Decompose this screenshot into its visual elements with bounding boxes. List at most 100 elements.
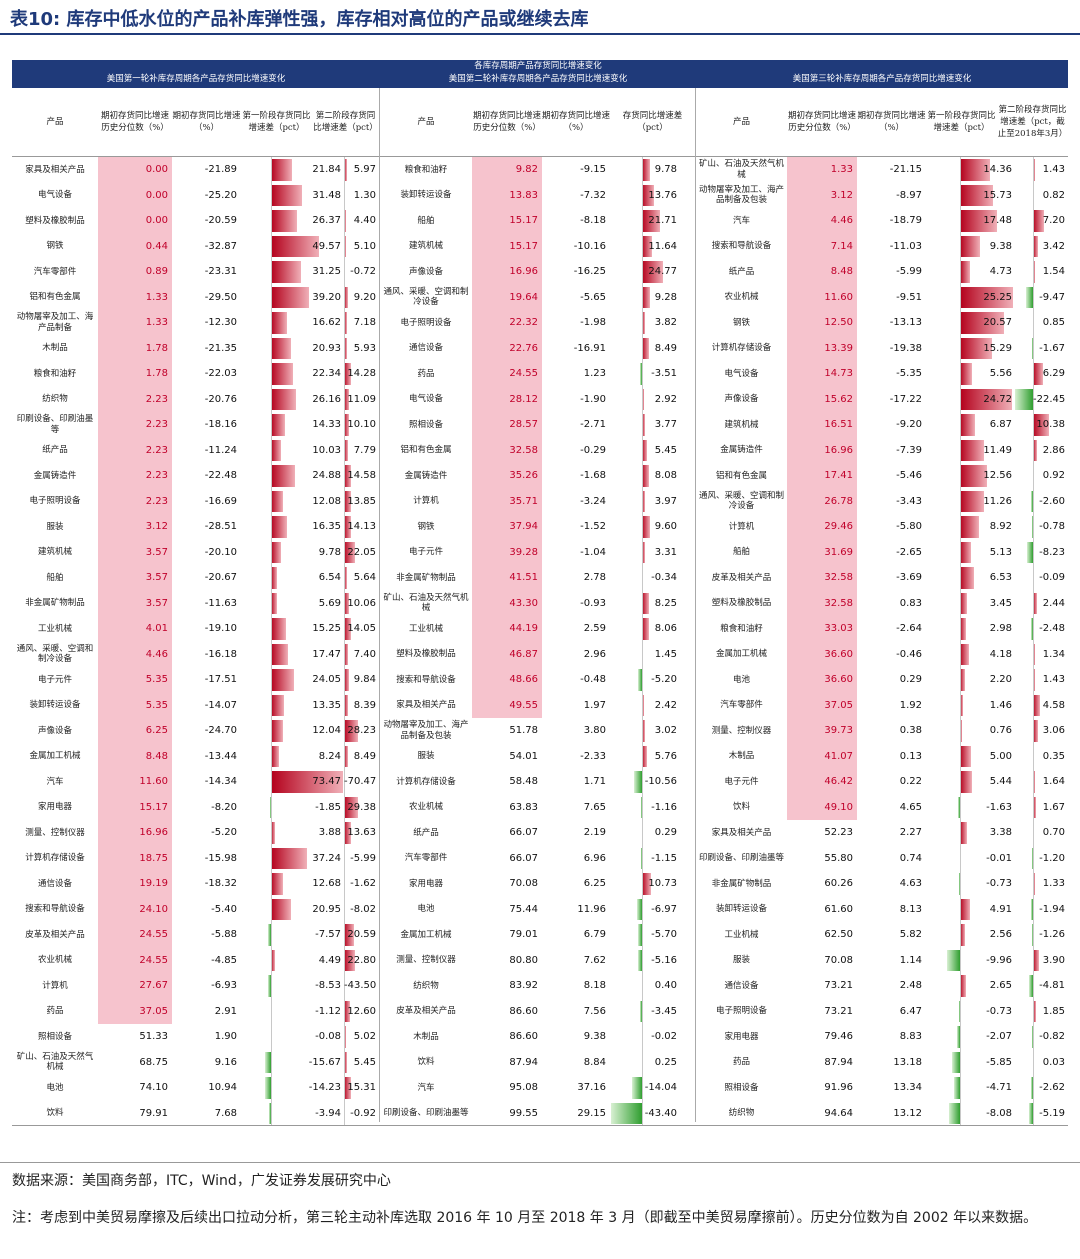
title-divider (0, 33, 1080, 35)
bar-axis (271, 616, 272, 642)
product-name: 声像设备 (408, 266, 443, 277)
bar-axis (344, 1100, 345, 1126)
percentile-value: 22.76 (472, 335, 542, 361)
percentile-value: 1.78 (98, 361, 172, 387)
bar-axis (642, 871, 643, 897)
bar-axis (960, 361, 961, 387)
initial-yoy-value: -21.35 (204, 342, 237, 354)
product-name: 粮食和油籽 (33, 368, 77, 379)
delta-bar (344, 592, 349, 614)
initial-yoy-value: 1.92 (899, 699, 922, 711)
delta-bar (271, 439, 281, 461)
initial-yoy-value: -12.30 (204, 317, 237, 328)
product-name: 建筑机械 (408, 241, 443, 251)
delta-bar (952, 1051, 960, 1073)
initial-yoy-value: 2.48 (899, 980, 922, 991)
bar-axis (344, 182, 345, 208)
delta-value: 4.91 (989, 903, 1012, 915)
delta-bar (960, 465, 987, 487)
delta-value: -14.04 (644, 1082, 677, 1093)
delta-bar (642, 694, 645, 716)
bar-axis (1033, 820, 1034, 846)
delta-value: 8.06 (654, 623, 677, 634)
column-header-pct: 期初存货同比增速历史分位数（%） (472, 111, 541, 133)
product-name: 粮食和油籽 (404, 164, 448, 175)
percentile-value: 83.92 (509, 980, 538, 991)
delta-value: 8.49 (654, 342, 677, 354)
bar-axis (1033, 437, 1034, 463)
delta-bar (271, 414, 285, 436)
delta-bar (1033, 1000, 1036, 1022)
percentile-value: 87.94 (509, 1056, 538, 1068)
bar-axis (1033, 514, 1034, 540)
delta-bar (637, 924, 642, 946)
delta-value: 15.29 (983, 342, 1012, 354)
delta-value: -8.23 (1039, 546, 1065, 558)
delta-bar (639, 1000, 642, 1022)
delta-value: 22.34 (312, 368, 341, 379)
table-row: 木制品 1.78 -21.35 20.93 5.93 通信设备 22.76 -16.91 8.4… (12, 335, 1068, 361)
delta-value: 24.05 (312, 674, 341, 685)
delta-value: -1.62 (350, 878, 376, 889)
bar-axis (960, 794, 961, 820)
delta-value: 5.93 (353, 342, 376, 354)
delta-value: -0.82 (1039, 1031, 1065, 1042)
delta-bar (271, 949, 276, 971)
initial-yoy-value: 2.27 (899, 827, 922, 838)
product-name: 粮食和油籽 (720, 623, 763, 634)
initial-yoy-value: -3.69 (896, 572, 922, 583)
delta-value: 1.33 (1042, 878, 1065, 889)
bar-axis (960, 1049, 961, 1075)
panel-separator (695, 88, 696, 1122)
delta-value: 0.85 (1042, 317, 1065, 328)
delta-value: 12.56 (983, 470, 1012, 481)
percentile-value: 37.94 (472, 514, 542, 540)
delta-value: 0.35 (1042, 750, 1065, 762)
table-row: 金属加工机械 8.48 -13.44 8.24 8.49 服装 54.01 -2.33 5.76… (12, 743, 1068, 769)
delta-bar (1015, 388, 1033, 410)
bar-axis (642, 794, 643, 820)
delta-value: 5.44 (989, 776, 1012, 787)
delta-value: -70.47 (344, 776, 377, 787)
percentile-value: 86.60 (509, 1005, 538, 1017)
notes-divider (0, 1162, 1080, 1163)
delta-bar (344, 924, 354, 946)
bar-axis (960, 871, 961, 897)
delta-value: 2.65 (989, 980, 1012, 991)
percentile-value: 24.55 (98, 922, 172, 948)
product-name: 塑料及橡胶制品 (711, 598, 772, 608)
percentile-value: 70.08 (824, 954, 853, 966)
bar-axis (642, 769, 643, 795)
bar-axis (1033, 284, 1034, 310)
initial-yoy-value: 2.59 (583, 623, 606, 634)
initial-yoy-value: -13.13 (889, 317, 922, 328)
bar-axis (960, 437, 961, 463)
delta-value: 8.24 (318, 750, 341, 762)
initial-yoy-value: 2.91 (214, 1005, 237, 1017)
bar-axis (960, 233, 961, 259)
bar-axis (344, 998, 345, 1024)
initial-yoy-value: -9.15 (580, 164, 606, 175)
percentile-value: 16.96 (472, 259, 542, 285)
delta-value: 11.64 (648, 240, 677, 252)
bar-axis (960, 743, 961, 769)
product-name: 木制品 (413, 1031, 439, 1042)
delta-value: 5.97 (353, 164, 376, 175)
delta-value: 0.03 (1042, 1056, 1065, 1068)
delta-value: 8.92 (989, 521, 1012, 532)
percentile-value: 16.51 (787, 412, 857, 438)
bar-axis (1033, 896, 1034, 922)
percentile-value: 13.83 (472, 182, 542, 208)
delta-bar (267, 975, 271, 997)
percentile-value: 27.67 (98, 973, 172, 999)
percentile-value: 32.58 (787, 590, 857, 616)
delta-value: -1.12 (315, 1005, 341, 1017)
product-name: 动物屠宰及加工、海产品制备 (16, 312, 94, 333)
delta-value: 7.20 (1042, 215, 1065, 226)
table-row: 钢铁 0.44 -32.87 49.57 5.10 建筑机械 15.17 -10.16 11.6… (12, 233, 1068, 259)
percentile-value: 2.23 (98, 412, 172, 438)
bar-axis (271, 1100, 272, 1126)
delta-value: 14.13 (347, 521, 376, 532)
bar-axis (1033, 182, 1034, 208)
delta-value: 8.08 (654, 470, 677, 481)
